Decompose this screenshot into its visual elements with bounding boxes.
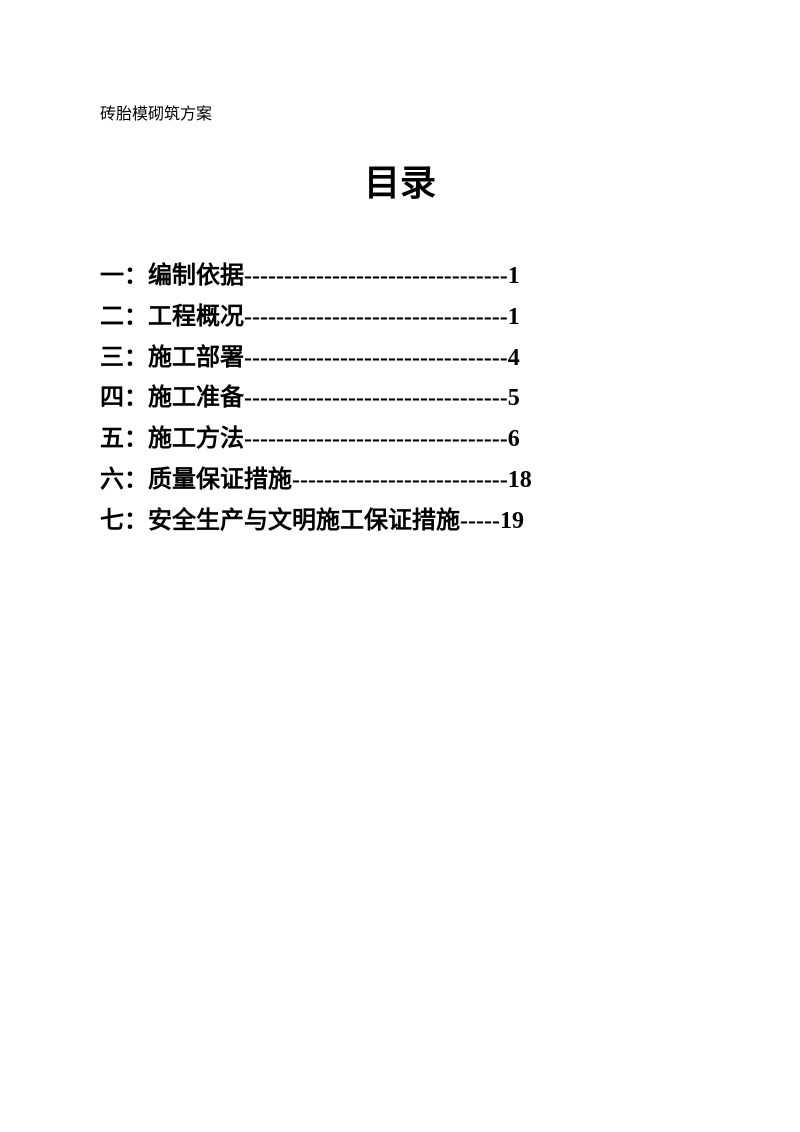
toc-dashes: --------------------------------- [244,385,508,411]
toc-item: 三：施工部署---------------------------------4 [100,338,700,379]
toc-dashes: --------------------------------- [244,304,508,330]
toc-number: 三： [100,345,148,371]
toc-label: 施工准备 [148,385,244,411]
toc-item: 七：安全生产与文明施工保证措施-----19 [100,501,700,542]
toc-item: 一：编制依据---------------------------------1 [100,256,700,297]
toc-dashes: ----- [460,508,500,534]
toc-label: 施工方法 [148,426,244,452]
toc-dashes: --------------------------------- [244,263,508,289]
toc-page-number: 19 [500,508,524,534]
toc-dashes: --------------------------------- [244,426,508,452]
page-title: 目录 [100,154,700,206]
toc-label: 工程概况 [148,304,244,330]
toc-page-number: 1 [508,263,520,289]
toc-item: 五：施工方法---------------------------------6 [100,419,700,460]
toc-number: 四： [100,385,148,411]
table-of-contents: 一：编制依据---------------------------------1… [100,256,700,542]
toc-number: 五： [100,426,148,452]
toc-label: 编制依据 [148,263,244,289]
toc-label: 安全生产与文明施工保证措施 [148,508,460,534]
document-header: 砖胎模砌筑方案 [100,100,700,124]
toc-item: 四：施工准备---------------------------------5 [100,378,700,419]
toc-page-number: 5 [508,385,520,411]
header-subtitle: 砖胎模砌筑方案 [100,106,212,123]
toc-number: 七： [100,508,148,534]
toc-label: 施工部署 [148,345,244,371]
toc-page-number: 4 [508,345,520,371]
toc-page-number: 1 [508,304,520,330]
toc-page-number: 18 [508,467,532,493]
toc-item: 六：质量保证措施---------------------------18 [100,460,700,501]
toc-label: 质量保证措施 [148,467,292,493]
toc-item: 二：工程概况---------------------------------1 [100,297,700,338]
toc-page-number: 6 [508,426,520,452]
toc-number: 一： [100,263,148,289]
toc-dashes: --------------------------------- [244,345,508,371]
toc-number: 二： [100,304,148,330]
toc-number: 六： [100,467,148,493]
toc-dashes: --------------------------- [292,467,508,493]
